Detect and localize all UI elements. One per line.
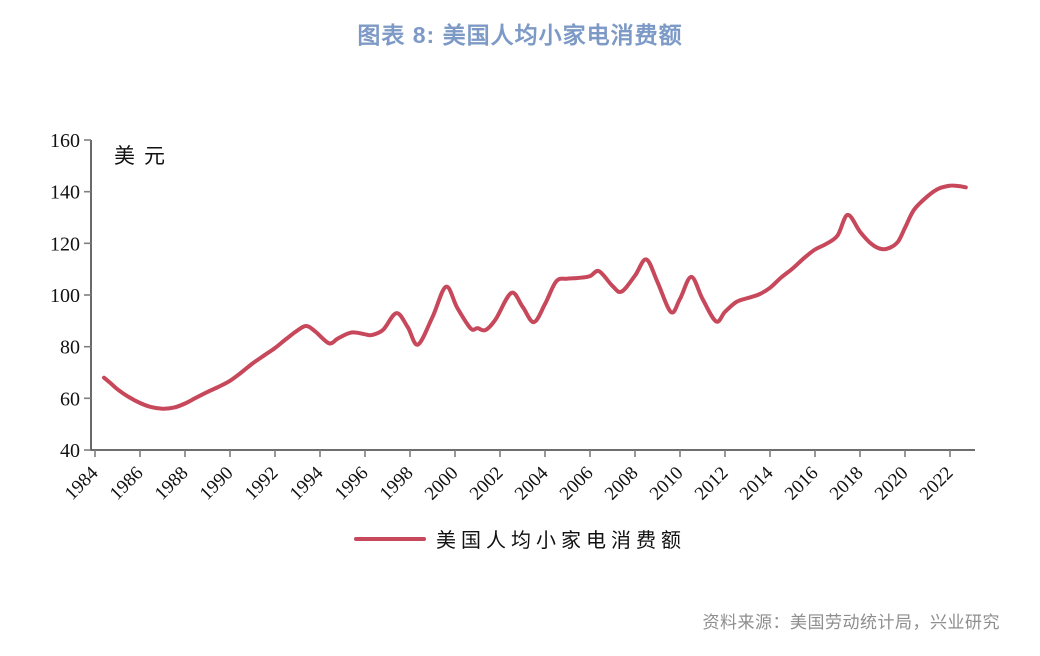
x-tick-label: 2022 <box>916 463 958 505</box>
y-tick-label: 160 <box>50 130 80 152</box>
y-tick-label: 140 <box>50 182 80 204</box>
x-tick-label: 2004 <box>511 462 553 504</box>
y-tick-label: 40 <box>60 440 80 462</box>
x-tick-label: 1994 <box>286 462 328 504</box>
x-tick-label: 1990 <box>196 463 238 505</box>
x-tick-label: 2002 <box>466 463 508 505</box>
x-tick-label: 2010 <box>646 463 688 505</box>
x-tick-label: 1998 <box>376 463 418 505</box>
x-tick-label: 1996 <box>331 463 373 505</box>
y-tick-label: 120 <box>50 233 80 255</box>
x-tick-label: 1984 <box>61 462 103 504</box>
y-tick-label: 100 <box>50 285 80 307</box>
y-axis-unit-label: 美元 <box>114 144 174 168</box>
series-line <box>102 183 968 411</box>
source-note: 资料来源：美国劳动统计局，兴业研究 <box>702 613 1000 632</box>
x-tick-label: 2012 <box>691 463 733 505</box>
y-tick-label: 60 <box>60 388 80 410</box>
x-tick-label: 1986 <box>106 463 148 505</box>
legend-line-swatch <box>354 536 426 541</box>
x-tick-label: 2008 <box>601 463 643 505</box>
y-tick-label: 80 <box>60 337 80 359</box>
axis-lines <box>90 140 975 451</box>
legend-label: 美国人均小家电消费额 <box>436 530 686 552</box>
chart-title: 图表 8: 美国人均小家电消费额 <box>357 22 683 48</box>
x-tick-label: 2000 <box>421 463 463 505</box>
x-tick-label: 1988 <box>151 463 193 505</box>
x-tick-label: 1992 <box>241 463 283 505</box>
x-tick-label: 2020 <box>871 463 913 505</box>
x-tick-label: 2016 <box>781 463 823 505</box>
legend: 美国人均小家电消费额 <box>0 524 1040 553</box>
x-tick-label: 2018 <box>826 463 868 505</box>
x-tick-label: 2014 <box>736 462 778 504</box>
x-tick-label: 2006 <box>556 463 598 505</box>
